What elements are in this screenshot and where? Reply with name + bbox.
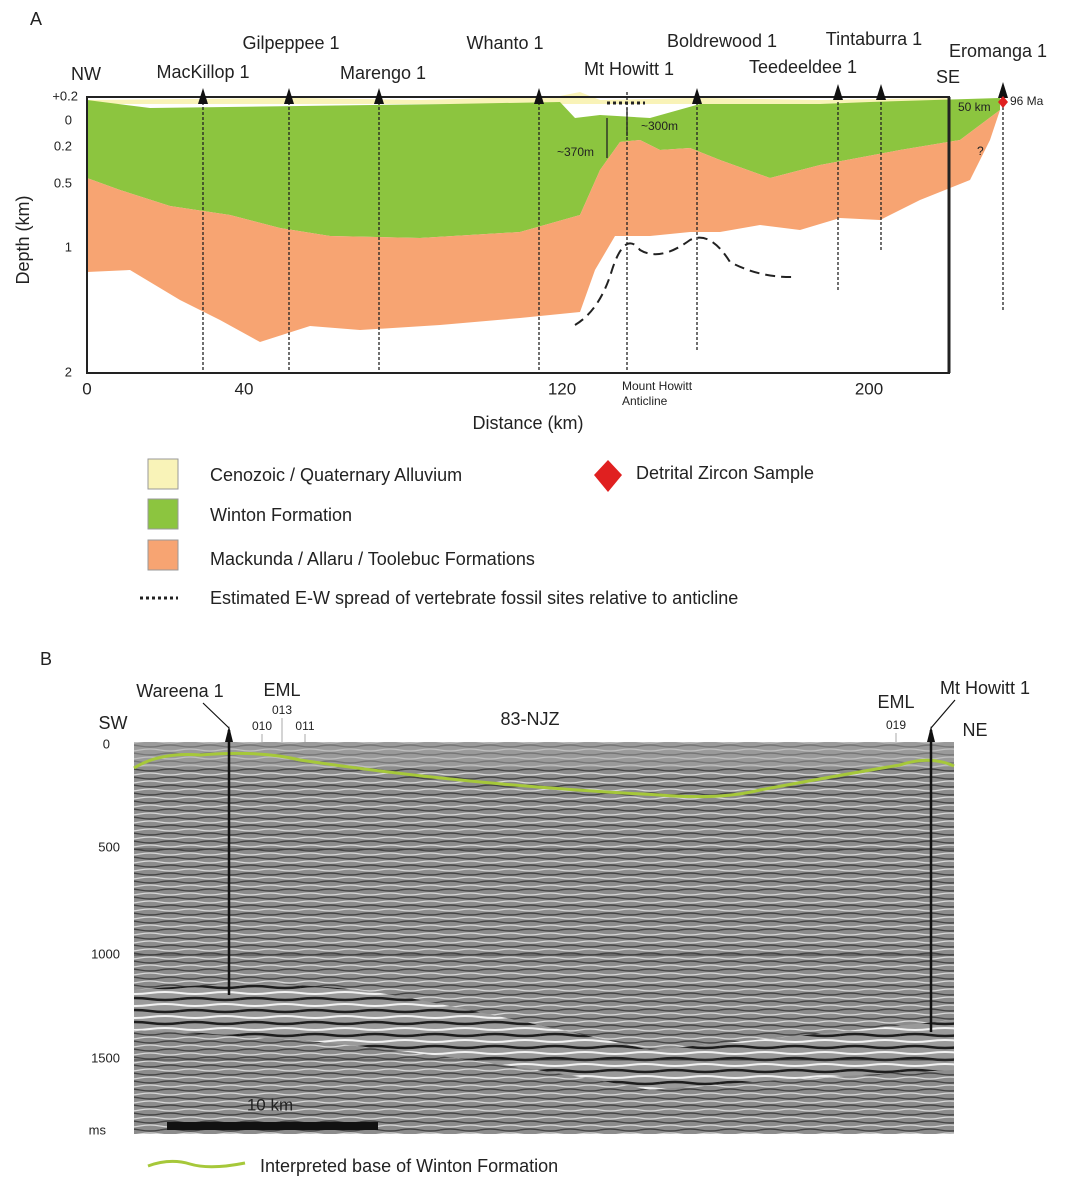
well-head [198, 88, 208, 104]
annotation: Mount Howitt [622, 379, 693, 393]
y-tick-label: 2 [65, 364, 72, 379]
legend-label: Interpreted base of Winton Formation [260, 1156, 558, 1176]
y-tick-label: 0 [65, 112, 72, 127]
legend-swatch [147, 1159, 246, 1169]
well-label: Whanto 1 [466, 33, 543, 53]
well-label: Marengo 1 [340, 63, 426, 83]
legend-label: Estimated E-W spread of vertebrate fossi… [210, 588, 738, 608]
eml-number: 013 [272, 703, 292, 717]
x-tick-label: 0 [82, 379, 91, 398]
legend-label: Detrital Zircon Sample [636, 463, 814, 483]
seismic-reflectors [134, 984, 954, 1090]
well-label: Tintaburra 1 [826, 29, 922, 49]
eml-label: EML [263, 680, 300, 700]
line-name: 83-NJZ [500, 709, 559, 729]
zircon-sample [998, 96, 1008, 108]
well-heads [198, 82, 1008, 104]
y-tick-label: 0.5 [54, 175, 72, 190]
y-tick-label: +0.2 [52, 88, 78, 103]
well-label: Teedeeldee 1 [749, 57, 857, 77]
well-head [225, 726, 233, 742]
winton-base-horizon [133, 751, 955, 799]
well-head [876, 84, 886, 100]
well-head [998, 82, 1008, 98]
mackunda-layer [87, 110, 1000, 342]
x-tick-label: 200 [855, 379, 883, 398]
scale-bar [167, 1122, 378, 1130]
annotation: Anticline [622, 394, 668, 408]
y-tick-label: 0.2 [54, 138, 72, 153]
well-head [284, 88, 294, 104]
y-tick-label: 1500 [91, 1050, 120, 1065]
well-head [833, 84, 843, 100]
eml-ticks [261, 718, 897, 742]
well-label: Mt Howitt 1 [940, 678, 1030, 698]
well-head [927, 726, 935, 742]
y-tick-label: 1 [65, 239, 72, 254]
well-head [374, 88, 384, 104]
legend-swatch [147, 498, 179, 530]
annotation: ~370m [557, 145, 594, 159]
x-tick-label: 120 [548, 379, 576, 398]
panel-label: B [40, 649, 52, 669]
annotation: ? [977, 144, 984, 158]
x-axis-title: Distance (km) [472, 413, 583, 433]
y-tick-label: 0 [103, 736, 110, 751]
winton-layer [87, 98, 1000, 238]
annotation: 50 km [958, 100, 991, 114]
basement-horizon [574, 236, 796, 326]
eml-number: 019 [886, 718, 906, 732]
direction-label: NW [71, 64, 101, 84]
panel-label: A [30, 9, 42, 29]
legend-swatch [147, 539, 179, 571]
well-label: Eromanga 1 [949, 41, 1047, 61]
eml-number: 011 [295, 719, 314, 733]
eml-label: EML [877, 692, 914, 712]
leader-line [930, 699, 956, 729]
y-tick-label: 1000 [91, 946, 120, 961]
seismic-section [133, 699, 956, 1134]
legend-label: Winton Formation [210, 505, 352, 525]
well-label: MacKillop 1 [156, 62, 249, 82]
legend-label: Cenozoic / Quaternary Alluvium [210, 465, 462, 485]
legend: Cenozoic / Quaternary Alluvium Winton Fo… [140, 458, 814, 608]
scale-label: 10 km [247, 1095, 293, 1114]
y-axis-title: Depth (km) [13, 195, 33, 284]
grid [134, 848, 954, 1061]
direction-label: SW [99, 713, 128, 733]
cross-section [86, 82, 1008, 374]
y-tick-label: 500 [98, 839, 120, 854]
well-label: Mt Howitt 1 [584, 59, 674, 79]
well-label: Gilpeppee 1 [242, 33, 339, 53]
legend-swatch [147, 458, 179, 490]
well-head [534, 88, 544, 104]
well-label: Boldrewood 1 [667, 31, 777, 51]
x-tick-label: 40 [235, 379, 254, 398]
thickness-arrows [606, 108, 628, 158]
annotation: ~300m [641, 119, 678, 133]
annotation: 96 Ma [1010, 94, 1044, 108]
legend-label: Mackunda / Allaru / Toolebuc Formations [210, 549, 535, 569]
leader-line [202, 702, 230, 729]
legend-swatch [594, 460, 622, 492]
direction-label: SE [936, 67, 960, 87]
eml-number: 010 [252, 719, 272, 733]
y-axis-unit: ms [89, 1122, 107, 1137]
well-label: Wareena 1 [136, 681, 223, 701]
wells [202, 92, 1004, 372]
direction-label: NE [962, 720, 987, 740]
well-head [692, 88, 702, 104]
